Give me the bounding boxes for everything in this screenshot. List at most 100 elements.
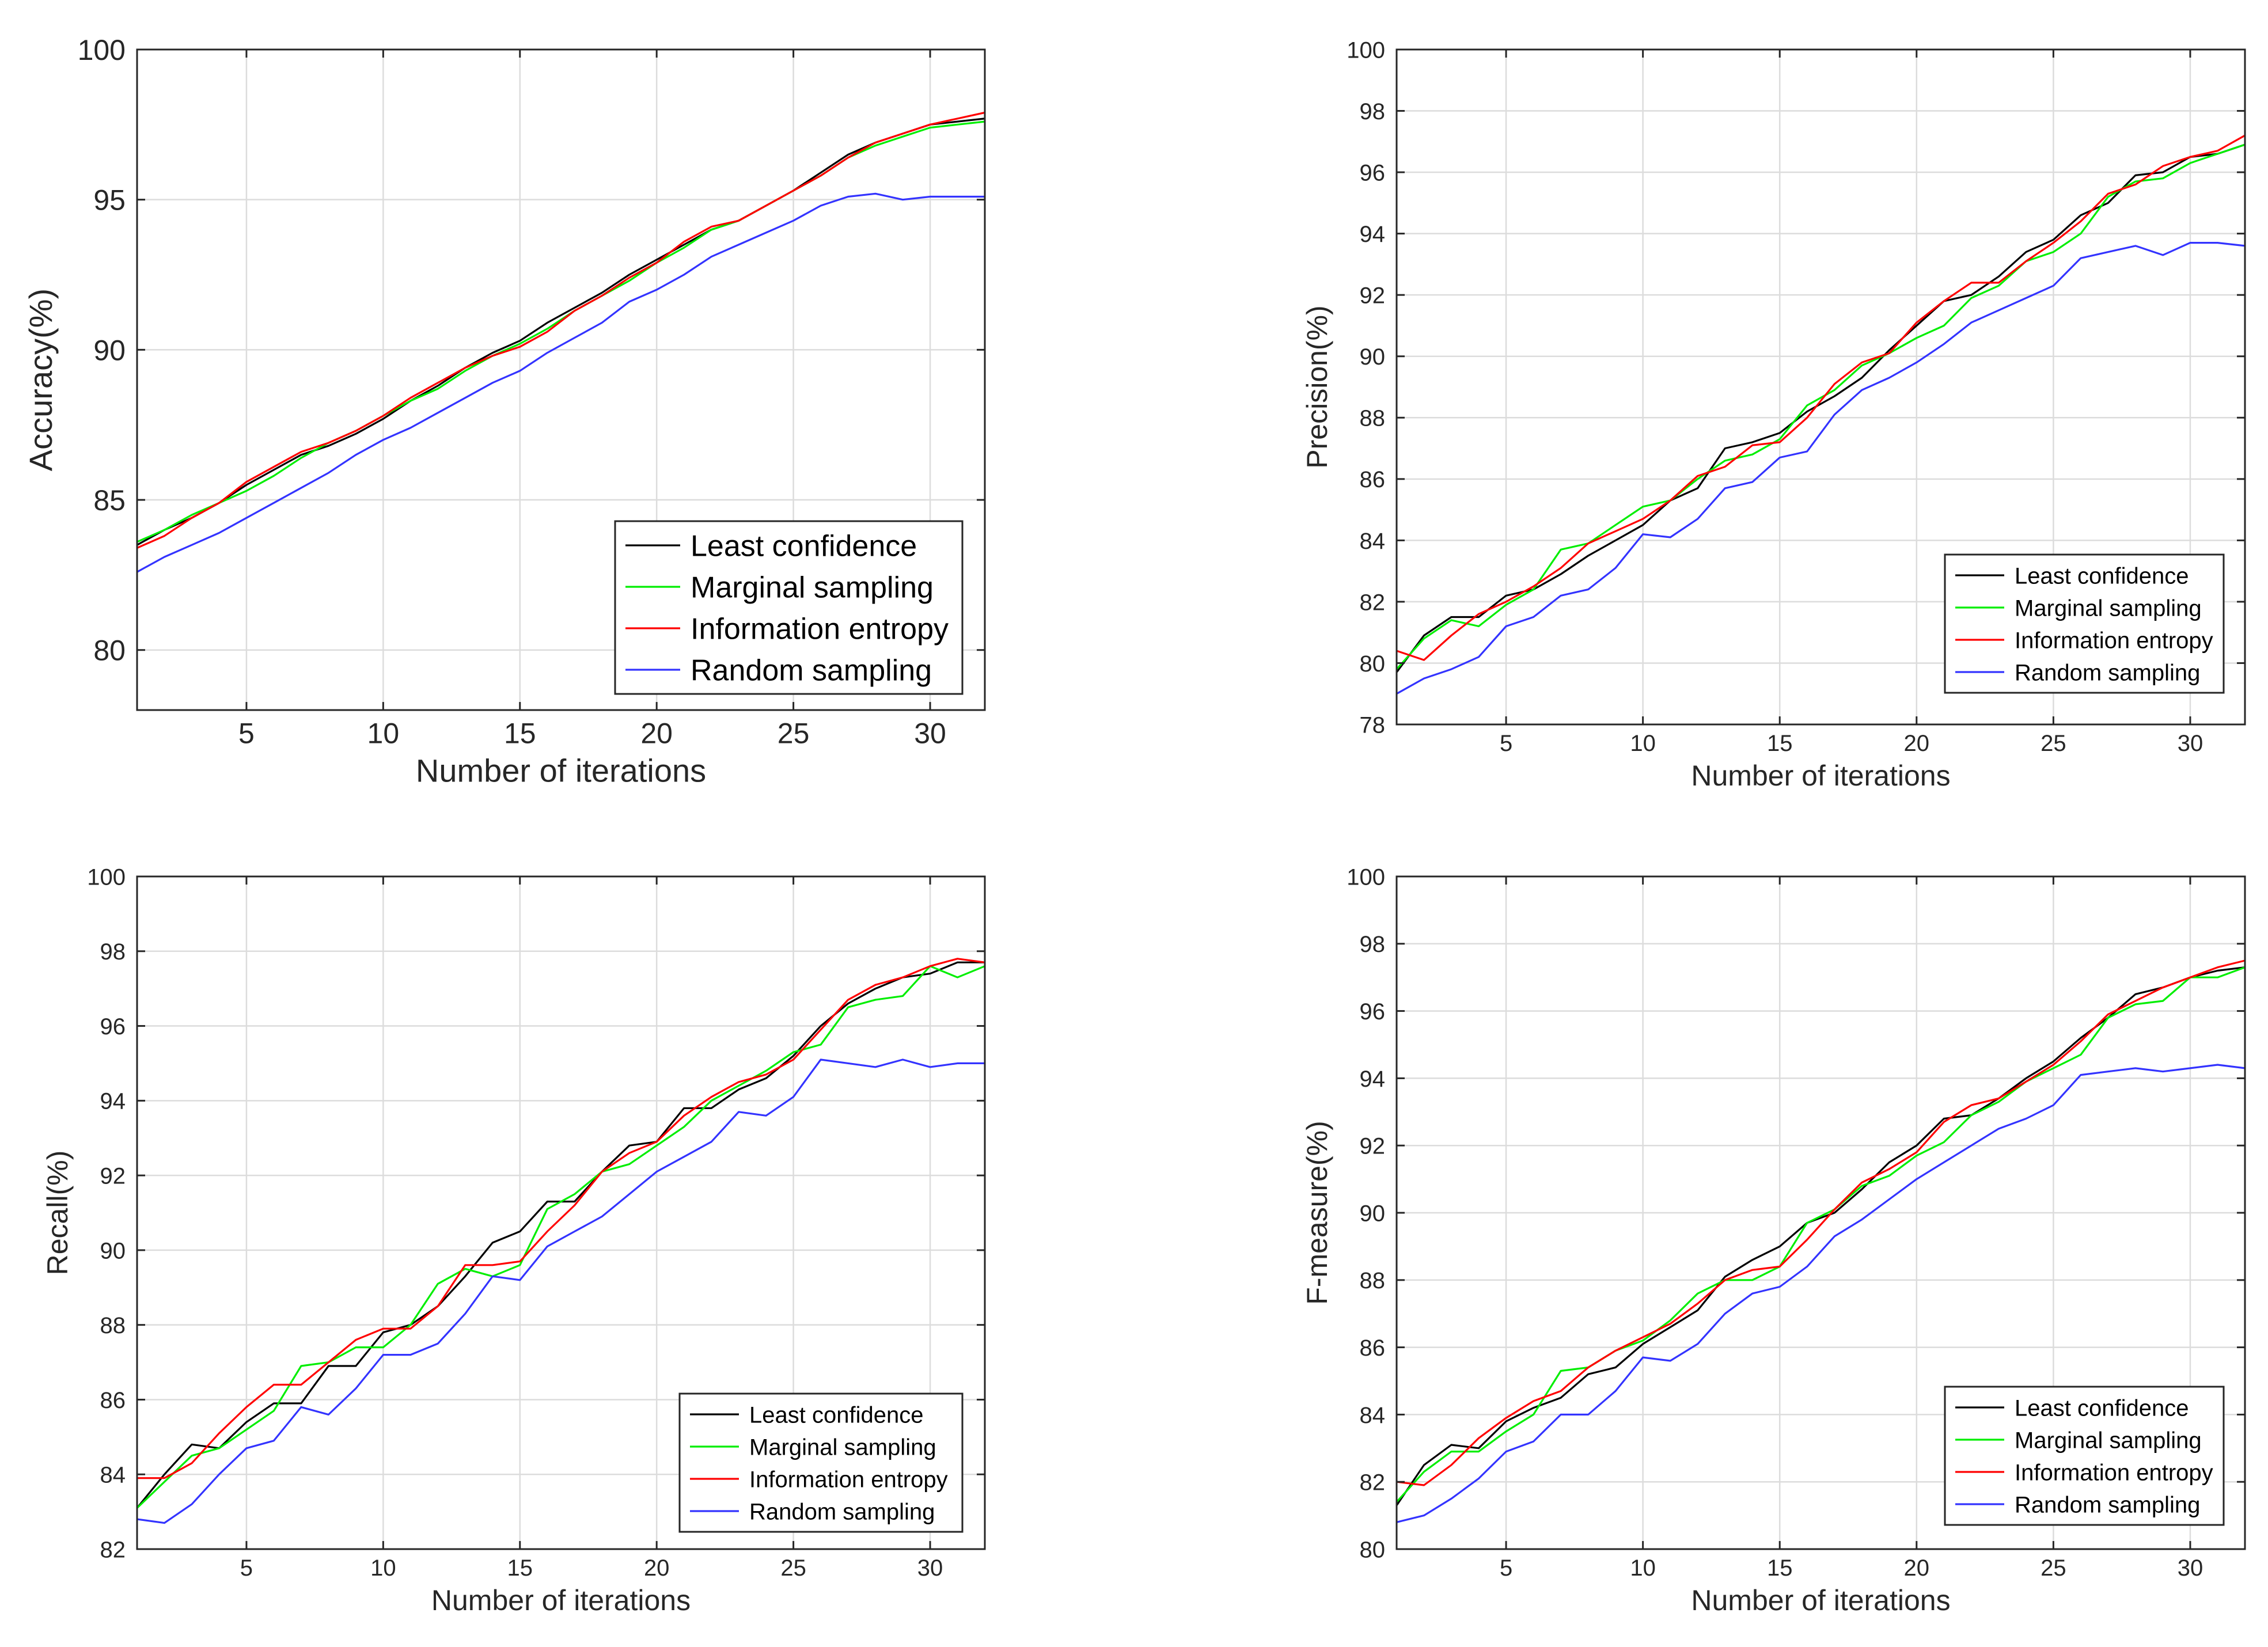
y-tick-label: 86 xyxy=(1360,467,1386,492)
y-tick-label: 98 xyxy=(1360,99,1386,124)
y-tick-label: 96 xyxy=(1360,160,1386,185)
x-tick-label: 10 xyxy=(370,1555,396,1581)
legend-label: Information entropy xyxy=(691,613,949,646)
y-axis-label: F-measure(%) xyxy=(1301,1121,1333,1304)
y-tick-label: 80 xyxy=(1360,1537,1386,1562)
y-tick-label: 90 xyxy=(93,334,126,366)
y-axis-label: Recall(%) xyxy=(41,1151,74,1276)
x-tick-label: 25 xyxy=(2041,1555,2066,1581)
y-tick-label: 88 xyxy=(1360,406,1386,431)
legend-label: Least confidence xyxy=(691,530,917,563)
x-tick-label: 15 xyxy=(507,1555,533,1581)
x-tick-label: 20 xyxy=(1904,1555,1930,1581)
y-tick-label: 92 xyxy=(1360,1134,1386,1159)
x-tick-label: 20 xyxy=(1904,731,1930,756)
series-line-marginal-sampling xyxy=(136,965,985,1509)
series-line-random-sampling xyxy=(136,1058,985,1524)
legend-label: Marginal sampling xyxy=(2015,595,2202,621)
plot-area-frame xyxy=(1395,48,2246,726)
plot-area-frame xyxy=(136,48,986,711)
plot-area-frame xyxy=(136,875,986,1550)
y-tick-label: 80 xyxy=(1360,651,1386,677)
legend-label: Marginal sampling xyxy=(749,1435,936,1460)
legend: Least confidence Marginal sampling Informa… xyxy=(678,1392,964,1533)
x-tick-label: 10 xyxy=(367,718,400,750)
legend-box xyxy=(678,1392,964,1533)
x-axis-label: Number of iterations xyxy=(1691,760,1950,792)
y-tick-label: 100 xyxy=(87,864,126,890)
legend-label: Information entropy xyxy=(749,1467,948,1492)
x-axis-label: Number of iterations xyxy=(431,1584,691,1616)
y-tick-label: 95 xyxy=(93,184,126,217)
y-tick-label: 86 xyxy=(100,1388,126,1413)
legend: Least confidence Marginal sampling Informa… xyxy=(614,520,964,695)
series-line-information-entropy xyxy=(1396,134,2246,661)
y-tick-label: 86 xyxy=(1360,1335,1386,1361)
y-axis-label: Precision(%) xyxy=(1301,305,1333,468)
series-line-random-sampling xyxy=(1396,1064,2246,1523)
chart-panel-2: 5 10 15 20 25 30 78 80 82 84 86 88 90 92 94 96 98 100 Numb… xyxy=(1301,37,2246,792)
x-tick-label: 10 xyxy=(1630,1555,1656,1581)
y-tick-label: 88 xyxy=(100,1313,126,1338)
chart-panel-1: 5 10 15 20 25 30 80 85 90 95 100 Number of iteratio… xyxy=(22,34,986,789)
x-tick-label: 20 xyxy=(644,1555,670,1581)
y-tick-label: 92 xyxy=(100,1164,126,1189)
x-tick-label: 5 xyxy=(1500,1555,1512,1581)
y-tick-label: 82 xyxy=(1360,1470,1386,1496)
y-tick-label: 78 xyxy=(1360,712,1386,738)
series-line-information-entropy xyxy=(136,111,985,549)
legend-label: Random sampling xyxy=(691,654,932,688)
series-line-least-confidence xyxy=(1395,143,2246,673)
legend-label: Marginal sampling xyxy=(691,571,934,605)
y-tick-label: 100 xyxy=(1347,864,1385,890)
chart-panel-3: 5 10 15 20 25 30 82 84 86 88 90 92 94 96 98 100 Number o… xyxy=(41,864,986,1616)
legend-label: Information entropy xyxy=(2015,628,2213,653)
y-tick-label: 98 xyxy=(1360,932,1386,957)
series-line-marginal-sampling xyxy=(136,120,985,543)
legend-label: Least confidence xyxy=(2015,563,2189,589)
y-tick-label: 98 xyxy=(100,939,126,965)
legend-label: Least confidence xyxy=(2015,1395,2189,1421)
x-tick-label: 15 xyxy=(1767,1555,1793,1581)
chart-panel-4: 5 10 15 20 25 30 80 82 84 86 88 90 92 94 96 98 100 Number… xyxy=(1301,864,2246,1616)
legend-box xyxy=(614,520,964,695)
legend: Least confidence Marginal sampling Informa… xyxy=(1944,1386,2225,1526)
x-tick-label: 15 xyxy=(504,718,536,750)
x-tick-label: 30 xyxy=(917,1555,943,1581)
x-tick-label: 20 xyxy=(640,718,673,750)
y-tick-label: 84 xyxy=(1360,529,1386,554)
y-tick-label: 92 xyxy=(1360,283,1386,309)
y-tick-label: 90 xyxy=(1360,1201,1386,1226)
x-tick-label: 30 xyxy=(2178,731,2203,756)
y-tick-label: 90 xyxy=(100,1238,126,1263)
legend-box xyxy=(1944,1386,2225,1526)
y-tick-label: 84 xyxy=(100,1463,126,1488)
y-tick-label: 94 xyxy=(1360,222,1386,247)
x-tick-label: 25 xyxy=(778,718,810,750)
x-tick-label: 25 xyxy=(2041,731,2066,756)
x-tick-label: 30 xyxy=(914,718,946,750)
y-tick-label: 82 xyxy=(100,1537,126,1562)
x-axis-label: Number of iterations xyxy=(1691,1584,1950,1616)
x-tick-label: 5 xyxy=(1500,731,1512,756)
x-tick-label: 25 xyxy=(780,1555,806,1581)
series-line-information-entropy xyxy=(1396,959,2246,1486)
y-tick-label: 96 xyxy=(100,1014,126,1039)
series-line-random-sampling xyxy=(136,192,985,573)
legend-box xyxy=(1944,553,2225,694)
y-tick-label: 84 xyxy=(1360,1403,1386,1428)
y-tick-label: 85 xyxy=(93,484,126,517)
y-tick-label: 96 xyxy=(1360,999,1386,1024)
legend: Least confidence Marginal sampling Informa… xyxy=(1944,553,2225,694)
y-tick-label: 90 xyxy=(1360,344,1386,370)
legend-label: Random sampling xyxy=(749,1499,935,1524)
y-tick-label: 80 xyxy=(93,635,126,667)
legend-label: Random sampling xyxy=(2015,660,2200,685)
y-tick-label: 100 xyxy=(78,34,126,66)
series-line-information-entropy xyxy=(137,958,985,1479)
legend-label: Marginal sampling xyxy=(2015,1428,2202,1453)
x-tick-label: 5 xyxy=(238,718,255,750)
legend-label: Random sampling xyxy=(2015,1492,2200,1517)
